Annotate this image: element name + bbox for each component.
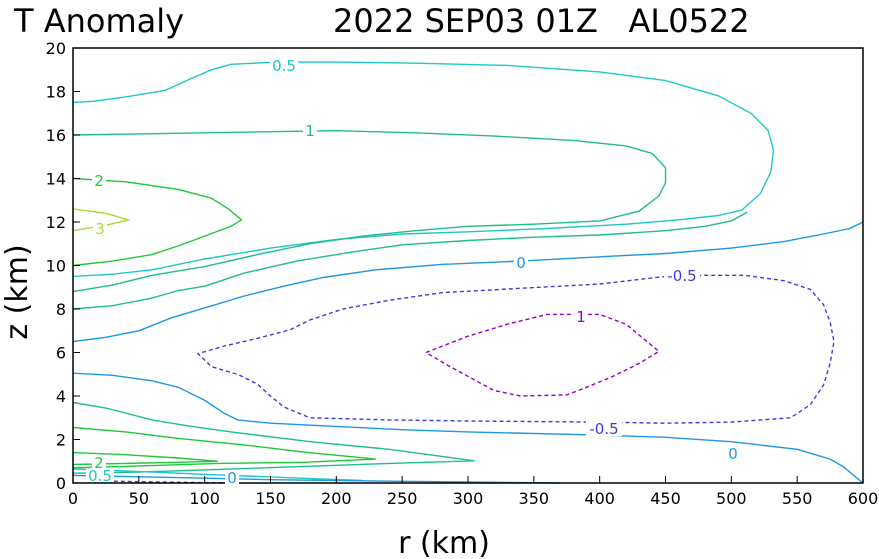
y-tick-label-9: 18 xyxy=(46,83,66,102)
label-zero-low: 0 xyxy=(225,469,239,487)
y-axis: 0 2 4 6 8 10 12 14 16 18 20 xyxy=(46,39,80,493)
x-axis: 0 50 100 150 200 250 300 350 400 450 500 550 600 xyxy=(68,476,878,508)
label-zero-mid: 0 xyxy=(514,254,528,272)
label-neg05-bot: -0.5 xyxy=(586,420,622,438)
label-p2-low-text: 2 xyxy=(94,454,104,472)
label-p1-top: 1 xyxy=(303,122,317,140)
x-tick-label-2: 100 xyxy=(189,489,220,508)
x-tick-label-8: 400 xyxy=(584,489,615,508)
label-neg05-bot-text: -0.5 xyxy=(589,420,618,438)
label-p05-low: 0.5 xyxy=(86,467,114,485)
label-neg1: 1 xyxy=(574,308,588,326)
y-tick-label-10: 20 xyxy=(46,39,66,58)
label-neg05-top-text: -0.5 xyxy=(667,267,696,285)
label-zero-low-text: 0 xyxy=(227,469,237,487)
x-tick-label-12: 600 xyxy=(848,489,879,508)
y-tick-label-1: 2 xyxy=(56,431,66,450)
x-tick-label-9: 450 xyxy=(650,489,681,508)
y-tick-label-7: 14 xyxy=(46,170,66,189)
label-neg1-text: 1 xyxy=(576,308,586,326)
contour-line-4 xyxy=(72,211,748,310)
x-tick-label-4: 200 xyxy=(321,489,352,508)
y-tick-label-4: 8 xyxy=(56,300,66,319)
contour-line-10 xyxy=(72,426,376,469)
x-tick-label-11: 550 xyxy=(782,489,813,508)
label-p3-top-text: 3 xyxy=(95,220,105,238)
label-p2-top-text: 2 xyxy=(94,172,104,190)
label-p05-low-text: 0.5 xyxy=(88,467,112,485)
label-zero-mid-text: 0 xyxy=(516,254,526,272)
chart-title-left: T Anomaly xyxy=(13,2,184,40)
contour-line-9 xyxy=(72,401,475,474)
x-tick-label-3: 150 xyxy=(255,489,286,508)
y-tick-label-6: 12 xyxy=(46,213,66,232)
plot-frame xyxy=(72,47,864,484)
y-tick-label-2: 4 xyxy=(56,387,66,406)
y-tick-label-8: 16 xyxy=(46,126,66,145)
label-neg05-top: -0.5 xyxy=(664,267,700,285)
label-p1-top-text: 1 xyxy=(305,122,315,140)
label-p3-top: 3 xyxy=(93,220,107,238)
contour-line-5 xyxy=(72,221,864,343)
contour-line-14 xyxy=(92,480,232,484)
label-p2-low: 2 xyxy=(92,454,106,472)
label-zero-right-text: 0 xyxy=(728,445,738,463)
contour-line-2 xyxy=(72,177,243,267)
chart-title-right: 2022 SEP03 01Z AL0522 xyxy=(333,2,750,40)
x-tick-label-5: 250 xyxy=(387,489,418,508)
y-tick-label-5: 10 xyxy=(46,257,66,276)
x-axis-label: r (km) xyxy=(398,526,490,559)
contour-line-7 xyxy=(425,313,661,397)
label-p05-top: 0.5 xyxy=(270,57,298,75)
label-p05-top-text: 0.5 xyxy=(272,57,296,75)
y-axis-label: z (km) xyxy=(0,244,35,339)
x-tick-label-10: 500 xyxy=(716,489,747,508)
x-tick-label-7: 350 xyxy=(519,489,550,508)
y-tick-label-0: 0 xyxy=(56,474,66,493)
contour-line-1 xyxy=(72,129,667,293)
contour-lines xyxy=(72,61,864,484)
label-p2-top: 2 xyxy=(92,172,106,190)
title-group: T Anomaly 2022 SEP03 01Z AL0522 xyxy=(13,2,750,40)
contour-line-6 xyxy=(196,274,835,424)
label-zero-right: 0 xyxy=(726,445,740,463)
contour-line-8 xyxy=(72,372,864,484)
contour-line-11 xyxy=(72,451,218,466)
x-tick-label-6: 300 xyxy=(453,489,484,508)
x-tick-label-0: 0 xyxy=(68,489,78,508)
contour-labels: 0.5 1 2 3 0 -0.5 1 -0.5 0 0 2 0.5 xyxy=(86,57,740,487)
y-tick-label-3: 6 xyxy=(56,344,66,363)
x-tick-label-1: 50 xyxy=(129,489,149,508)
contour-line-0 xyxy=(72,61,775,278)
